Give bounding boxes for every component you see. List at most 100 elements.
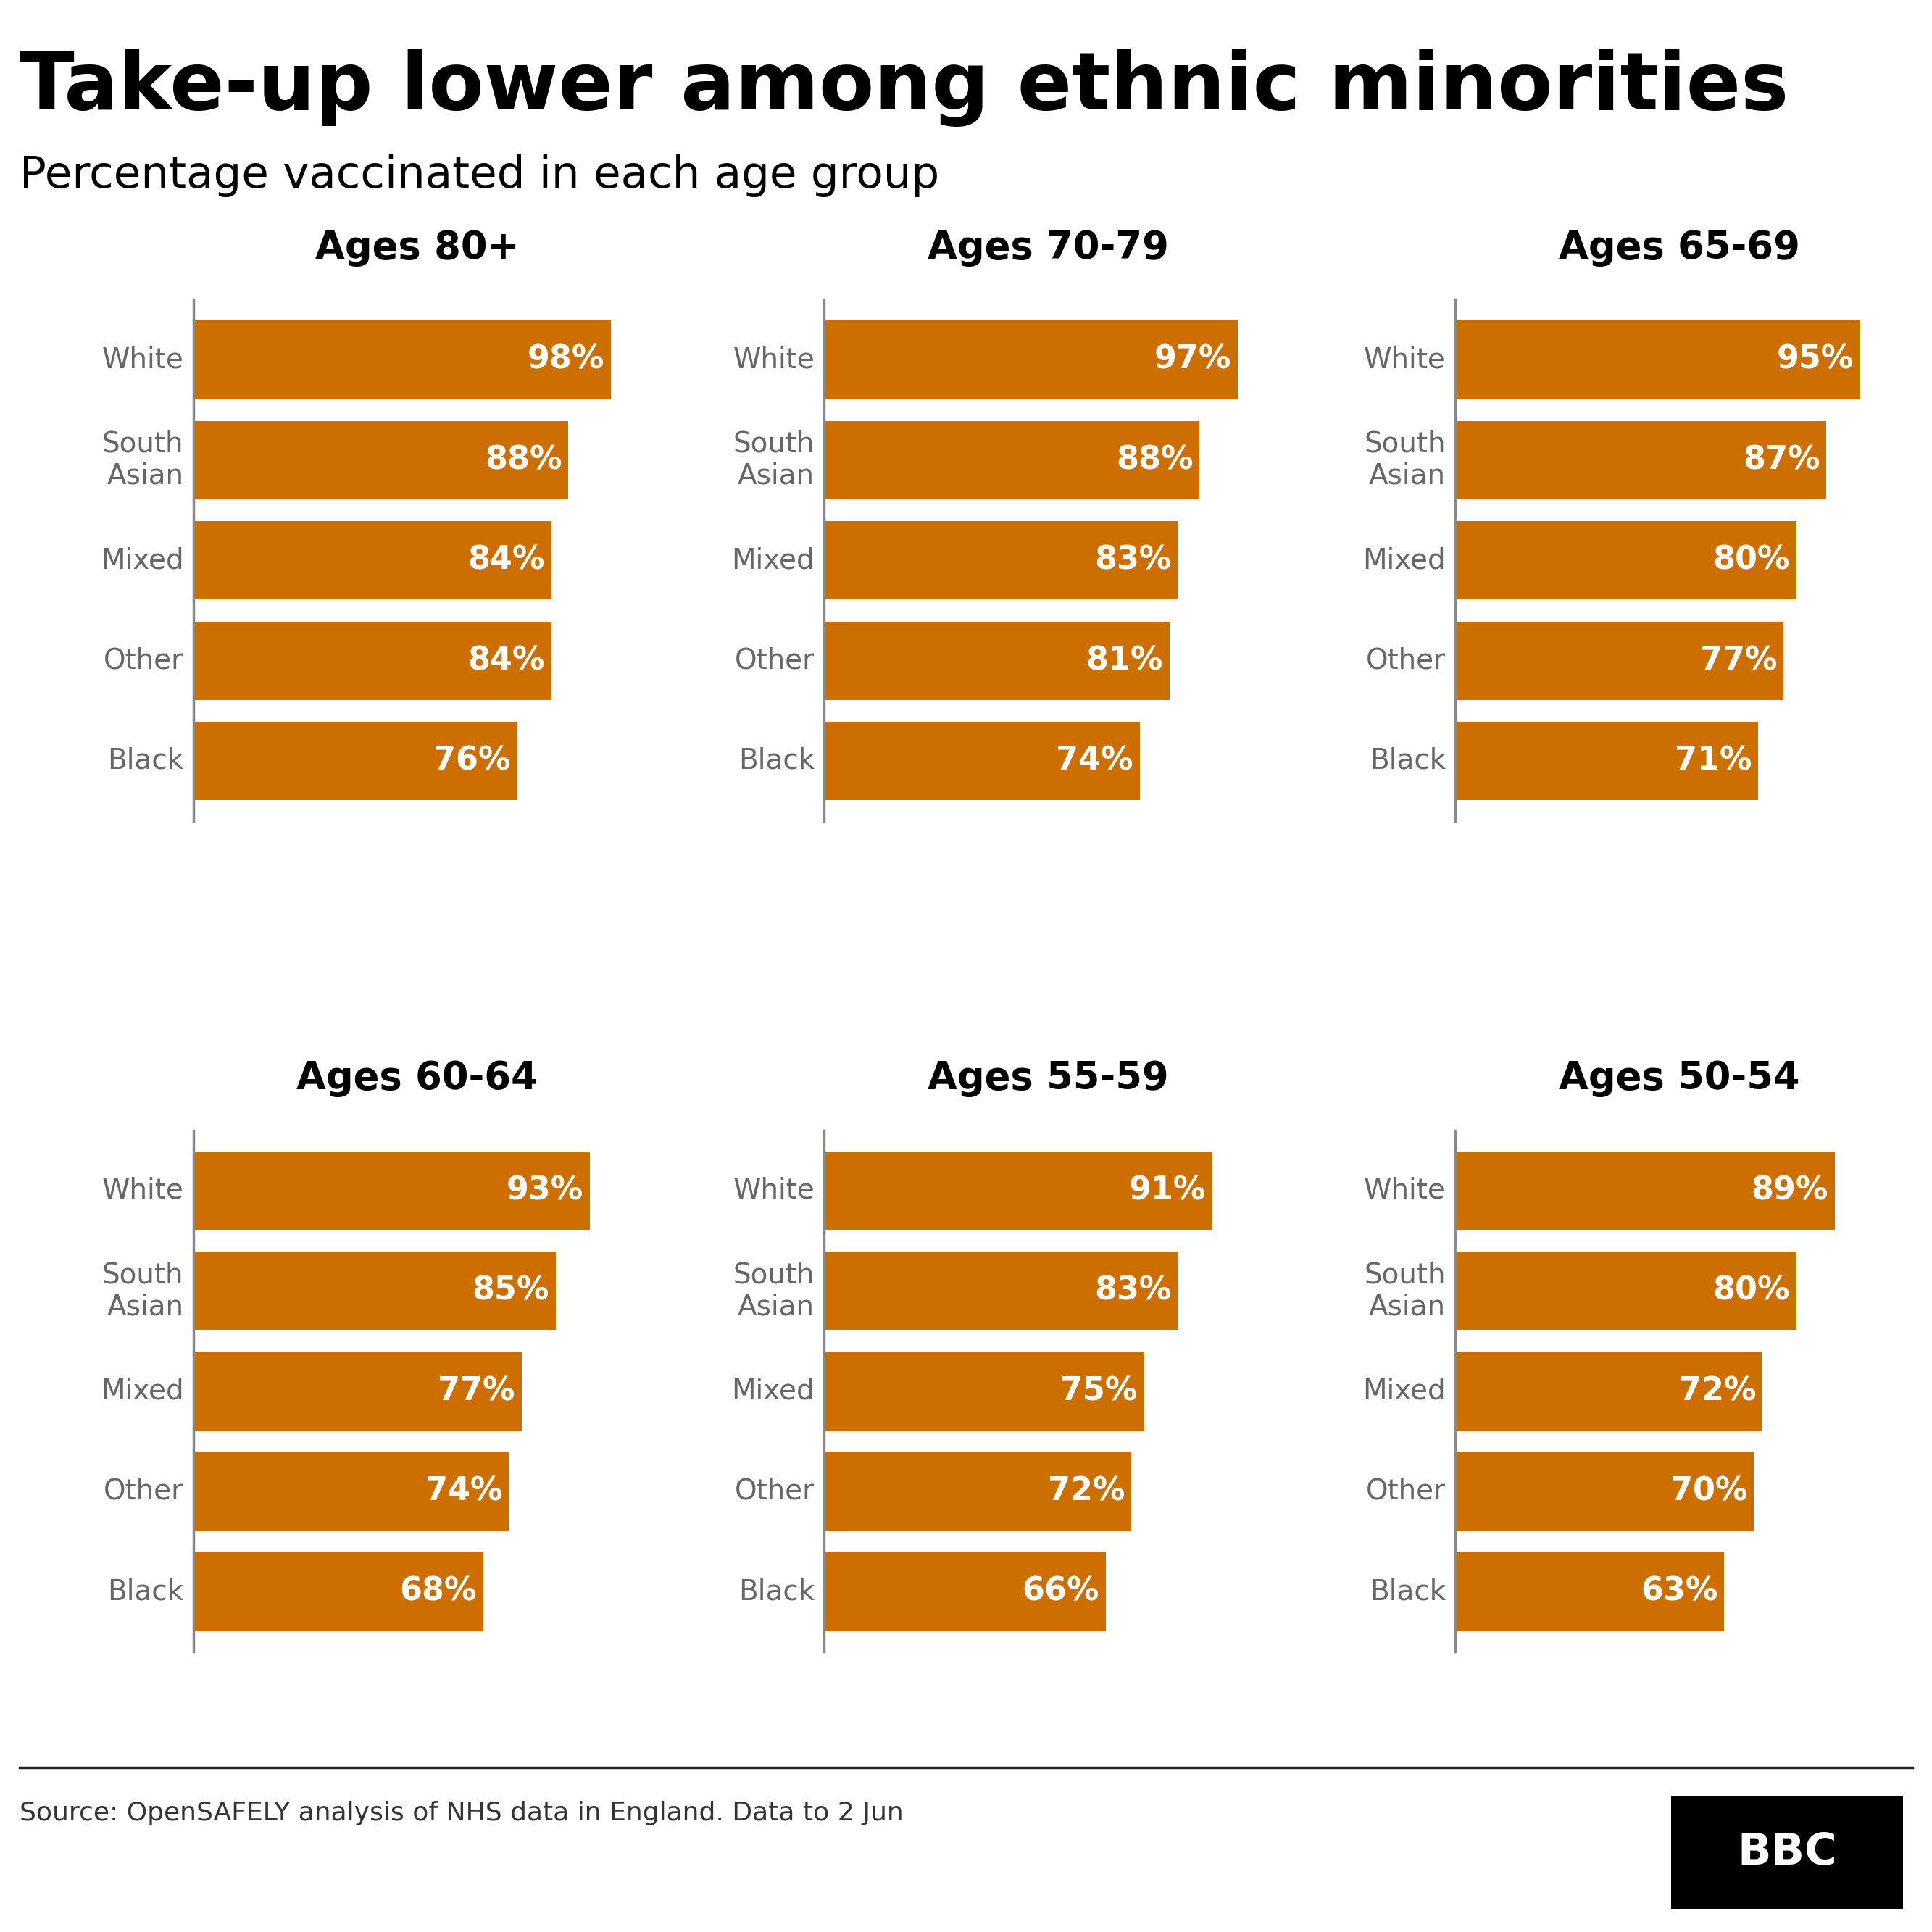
Bar	[1455, 522, 1797, 599]
Bar	[825, 1352, 1144, 1430]
Bar	[193, 622, 551, 699]
Text: 80%: 80%	[1714, 545, 1791, 576]
Bar	[193, 1553, 483, 1631]
Text: South
Asian: South Asian	[102, 431, 184, 489]
Text: Black: Black	[1370, 1578, 1445, 1605]
Bar	[193, 321, 611, 398]
Text: Take-up lower among ethnic minorities: Take-up lower among ethnic minorities	[19, 48, 1789, 128]
Bar	[193, 1352, 522, 1430]
Text: 98%: 98%	[527, 344, 605, 375]
Text: 72%: 72%	[1047, 1476, 1124, 1507]
Text: White: White	[732, 346, 815, 373]
Bar	[825, 1151, 1211, 1229]
Text: 93%: 93%	[506, 1175, 583, 1206]
Bar	[825, 1252, 1179, 1329]
Bar	[1455, 622, 1783, 699]
Text: Percentage vaccinated in each age group: Percentage vaccinated in each age group	[19, 155, 939, 197]
Text: Ages 60-64: Ages 60-64	[296, 1059, 537, 1097]
Text: Black: Black	[738, 748, 815, 775]
Text: Other: Other	[1366, 1478, 1445, 1505]
Text: 75%: 75%	[1061, 1376, 1138, 1406]
Bar	[193, 1453, 508, 1530]
Text: Black: Black	[738, 1578, 815, 1605]
Text: Source: OpenSAFELY analysis of NHS data in England. Data to 2 Jun: Source: OpenSAFELY analysis of NHS data …	[19, 1801, 904, 1826]
Text: 80%: 80%	[1714, 1275, 1791, 1306]
Text: 71%: 71%	[1675, 746, 1752, 777]
Text: 72%: 72%	[1679, 1376, 1756, 1406]
Text: 66%: 66%	[1022, 1577, 1099, 1607]
Text: Other: Other	[734, 647, 815, 674]
Text: Black: Black	[1370, 748, 1445, 775]
Text: 84%: 84%	[468, 545, 545, 576]
Text: 88%: 88%	[1117, 444, 1194, 475]
Text: South
Asian: South Asian	[102, 1262, 184, 1320]
Text: Mixed: Mixed	[100, 1378, 184, 1405]
Bar	[193, 522, 551, 599]
Text: 81%: 81%	[1086, 645, 1163, 676]
Text: South
Asian: South Asian	[1364, 431, 1445, 489]
Text: 74%: 74%	[425, 1476, 502, 1507]
Text: Other: Other	[734, 1478, 815, 1505]
Text: 74%: 74%	[1057, 746, 1134, 777]
Bar	[825, 1553, 1105, 1631]
Text: Ages 55-59: Ages 55-59	[927, 1059, 1169, 1097]
Bar	[1455, 321, 1861, 398]
Bar	[193, 723, 518, 800]
Text: 97%: 97%	[1153, 344, 1231, 375]
Text: Other: Other	[1366, 647, 1445, 674]
Text: 76%: 76%	[433, 746, 510, 777]
Bar	[825, 622, 1169, 699]
Text: Ages 65-69: Ages 65-69	[1559, 228, 1801, 267]
Text: 70%: 70%	[1671, 1476, 1747, 1507]
Bar	[825, 723, 1140, 800]
Text: 85%: 85%	[471, 1275, 549, 1306]
Text: Mixed: Mixed	[1362, 1378, 1445, 1405]
Bar	[1455, 723, 1758, 800]
Text: Ages 80+: Ages 80+	[315, 228, 520, 267]
Bar	[1455, 1252, 1797, 1329]
Bar	[193, 421, 568, 498]
Text: 77%: 77%	[439, 1376, 516, 1406]
Text: Other: Other	[104, 647, 184, 674]
Text: 68%: 68%	[400, 1577, 477, 1607]
Text: 83%: 83%	[1095, 545, 1171, 576]
Bar	[193, 1151, 589, 1229]
Bar	[825, 522, 1179, 599]
Text: White: White	[102, 1177, 184, 1204]
Text: 84%: 84%	[468, 645, 545, 676]
Bar	[825, 321, 1238, 398]
Text: Mixed: Mixed	[732, 1378, 815, 1405]
Bar	[825, 1453, 1132, 1530]
Bar	[825, 421, 1200, 498]
Text: Ages 70-79: Ages 70-79	[927, 228, 1169, 267]
Text: BBC: BBC	[1737, 1832, 1837, 1874]
Text: Black: Black	[108, 1578, 184, 1605]
Text: South
Asian: South Asian	[732, 431, 815, 489]
Bar	[193, 1252, 556, 1329]
Text: 89%: 89%	[1750, 1175, 1828, 1206]
Text: Black: Black	[108, 748, 184, 775]
Text: Mixed: Mixed	[1362, 547, 1445, 574]
Text: White: White	[1364, 1177, 1445, 1204]
Text: South
Asian: South Asian	[1364, 1262, 1445, 1320]
Bar	[1455, 1453, 1754, 1530]
Text: 83%: 83%	[1095, 1275, 1171, 1306]
Text: White: White	[732, 1177, 815, 1204]
Text: 88%: 88%	[485, 444, 562, 475]
Text: Mixed: Mixed	[732, 547, 815, 574]
Text: 87%: 87%	[1743, 444, 1820, 475]
Text: 95%: 95%	[1777, 344, 1855, 375]
Bar	[1455, 1151, 1835, 1229]
Bar	[1455, 421, 1826, 498]
Text: Other: Other	[104, 1478, 184, 1505]
Text: White: White	[102, 346, 184, 373]
Text: South
Asian: South Asian	[732, 1262, 815, 1320]
Text: White: White	[1364, 346, 1445, 373]
Bar	[1455, 1352, 1762, 1430]
Text: 91%: 91%	[1128, 1175, 1206, 1206]
Text: Mixed: Mixed	[100, 547, 184, 574]
Bar	[1455, 1553, 1723, 1631]
Text: 77%: 77%	[1700, 645, 1777, 676]
Text: 63%: 63%	[1640, 1577, 1718, 1607]
Text: Ages 50-54: Ages 50-54	[1559, 1059, 1801, 1097]
